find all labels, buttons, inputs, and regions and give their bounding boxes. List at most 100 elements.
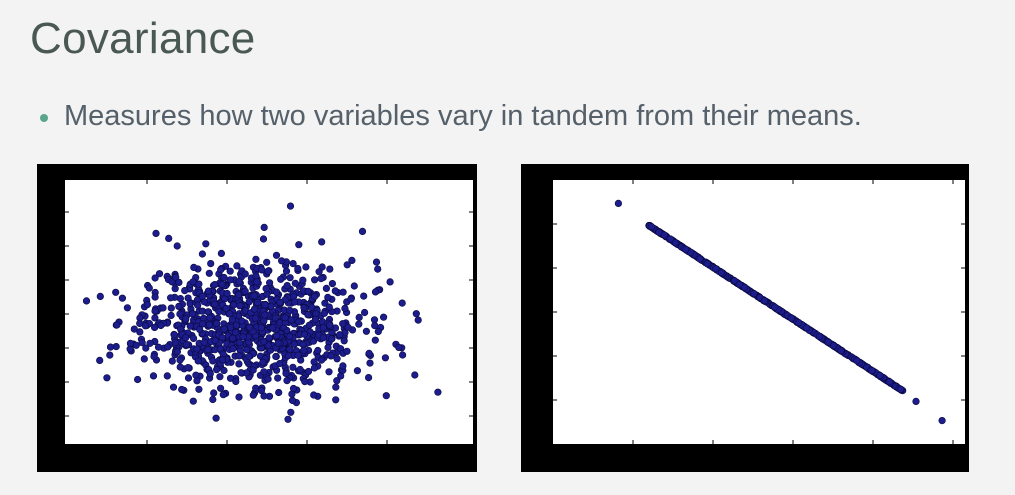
data-point xyxy=(259,358,267,366)
data-point xyxy=(96,292,104,300)
data-point xyxy=(868,367,876,375)
data-point xyxy=(318,238,326,246)
data-point xyxy=(233,262,241,270)
data-point xyxy=(300,330,309,338)
data-point xyxy=(173,242,181,250)
data-point xyxy=(212,414,220,422)
data-point xyxy=(824,338,832,346)
data-point xyxy=(282,267,291,275)
data-point xyxy=(220,366,228,375)
data-point xyxy=(343,347,351,355)
data-point xyxy=(614,199,622,208)
slide-title: Covariance xyxy=(30,14,256,63)
data-point xyxy=(235,393,243,401)
data-point xyxy=(190,263,198,271)
data-point xyxy=(344,323,352,331)
data-point xyxy=(182,315,190,323)
data-point xyxy=(343,261,351,269)
data-point xyxy=(217,266,225,274)
data-point xyxy=(365,374,373,382)
data-point xyxy=(200,338,208,346)
data-point xyxy=(194,357,202,365)
data-point xyxy=(264,375,272,383)
data-point xyxy=(262,284,270,293)
data-point xyxy=(340,337,348,345)
data-point xyxy=(189,310,197,318)
data-point xyxy=(301,378,309,386)
data-point xyxy=(154,343,163,351)
data-point xyxy=(259,235,268,243)
data-point xyxy=(219,391,227,399)
data-point xyxy=(282,369,290,377)
data-point xyxy=(328,335,336,343)
data-point xyxy=(287,408,295,416)
data-point xyxy=(266,279,274,287)
data-point xyxy=(647,223,656,231)
data-point xyxy=(217,249,225,257)
data-point xyxy=(326,321,334,329)
data-point xyxy=(294,264,302,273)
data-point xyxy=(666,235,674,243)
data-point xyxy=(281,314,289,322)
data-point xyxy=(151,314,159,322)
data-point xyxy=(246,323,254,332)
data-point xyxy=(314,346,322,355)
data-point xyxy=(168,357,176,365)
data-point xyxy=(206,314,214,322)
data-point xyxy=(249,391,257,399)
data-point xyxy=(195,385,203,393)
data-point xyxy=(287,316,295,324)
data-point xyxy=(371,288,380,296)
data-point xyxy=(257,387,265,395)
data-point xyxy=(222,304,230,313)
data-point xyxy=(350,282,358,290)
data-point xyxy=(273,332,281,340)
data-point xyxy=(184,364,192,372)
data-point xyxy=(260,368,268,376)
data-point xyxy=(284,415,292,423)
data-point xyxy=(284,352,293,360)
data-point xyxy=(254,298,262,307)
data-point xyxy=(226,276,234,284)
data-point xyxy=(235,360,243,368)
data-point xyxy=(319,334,327,342)
data-point xyxy=(395,343,403,351)
data-point xyxy=(382,392,390,400)
data-point xyxy=(146,339,154,347)
data-point xyxy=(216,373,224,381)
data-point xyxy=(151,293,159,301)
data-point xyxy=(853,357,861,365)
data-point xyxy=(317,274,325,283)
data-point xyxy=(189,278,197,286)
data-point xyxy=(205,269,213,277)
data-point xyxy=(286,306,294,314)
data-point xyxy=(130,325,138,333)
data-point xyxy=(362,327,371,335)
data-point xyxy=(295,241,303,249)
data-point xyxy=(271,314,279,322)
data-point xyxy=(140,355,148,363)
data-point xyxy=(398,299,406,307)
data-point xyxy=(295,318,303,326)
data-point xyxy=(274,339,282,347)
data-point xyxy=(322,284,331,292)
data-point xyxy=(113,321,121,329)
data-point xyxy=(202,240,210,248)
data-point xyxy=(149,372,158,380)
data-point xyxy=(339,362,347,370)
data-point xyxy=(355,320,363,328)
data-point xyxy=(136,319,144,327)
data-point xyxy=(96,356,104,364)
data-point xyxy=(218,280,226,288)
data-point xyxy=(311,293,319,301)
data-point xyxy=(267,302,275,310)
data-point xyxy=(278,257,286,265)
data-point xyxy=(319,324,327,332)
data-point xyxy=(249,366,257,374)
data-point xyxy=(336,331,344,339)
data-point xyxy=(310,358,318,366)
data-point xyxy=(331,287,339,295)
data-point xyxy=(142,344,150,352)
data-point xyxy=(876,371,884,380)
data-point xyxy=(341,304,349,312)
